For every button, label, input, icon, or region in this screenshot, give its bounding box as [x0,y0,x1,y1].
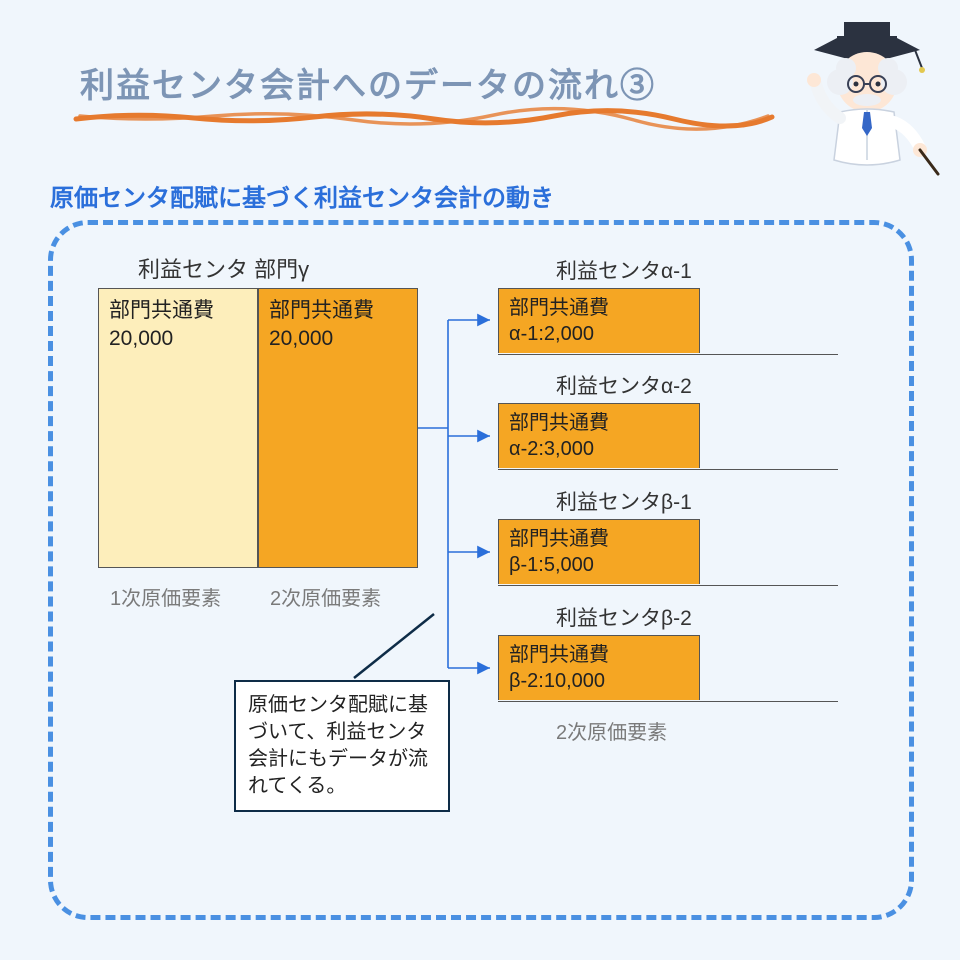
section-subtitle: 原価センタ配賦に基づく利益センタ会計の動き [50,178,554,213]
page-title: 利益センタ会計へのデータの流れ③ [80,58,656,107]
target-1-value: α-2:3,000 [509,436,689,462]
source-box2-label: 部門共通費 [269,297,407,325]
target-box-0: 部門共通費 α-1:2,000 [498,288,700,353]
target-box-3: 部門共通費 β-2:10,000 [498,635,700,700]
source-box1-value: 20,000 [109,325,247,353]
target-3-value: β-2:10,000 [509,668,689,694]
target-title-0: 利益センタα-1 [556,255,692,285]
target-0-value: α-1:2,000 [509,321,689,347]
target-row-line-2 [498,585,838,586]
source-caption-2: 2次原価要素 [270,582,381,611]
source-box2-value: 20,000 [269,325,407,353]
source-title: 利益センタ 部門γ [138,252,309,284]
professor-mascot-icon [792,10,942,180]
target-1-label: 部門共通費 [509,410,689,436]
annotation-note: 原価センタ配賦に基づいて、利益センタ会計にもデータが流れてくる。 [234,680,450,812]
target-2-value: β-1:5,000 [509,552,689,578]
source-caption-1: 1次原価要素 [110,582,221,611]
target-box-1: 部門共通費 α-2:3,000 [498,403,700,468]
target-title-2: 利益センタβ-1 [556,486,692,516]
source-box1-label: 部門共通費 [109,297,247,325]
target-row-line-1 [498,469,838,470]
target-2-label: 部門共通費 [509,526,689,552]
target-row-line-0 [498,354,838,355]
targets-caption: 2次原価要素 [556,716,667,745]
source-box-primary: 部門共通費 20,000 [98,288,258,568]
target-row-line-3 [498,701,838,702]
target-0-label: 部門共通費 [509,295,689,321]
note-leader-line [350,610,470,690]
title-underline [74,110,774,124]
target-title-1: 利益センタα-2 [556,370,692,400]
source-box-secondary: 部門共通費 20,000 [258,288,418,568]
target-box-2: 部門共通費 β-1:5,000 [498,519,700,584]
target-title-3: 利益センタβ-2 [556,602,692,632]
target-3-label: 部門共通費 [509,642,689,668]
